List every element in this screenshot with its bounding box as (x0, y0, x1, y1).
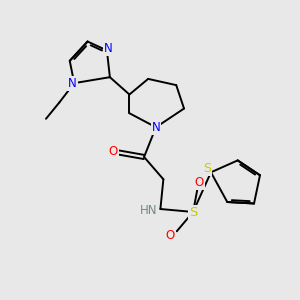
Text: HN: HN (140, 204, 158, 217)
Text: N: N (104, 42, 113, 56)
Text: S: S (203, 162, 211, 175)
Text: N: N (68, 76, 77, 90)
Text: O: O (194, 176, 204, 189)
Text: N: N (152, 121, 160, 134)
Text: O: O (166, 229, 175, 242)
Text: O: O (109, 146, 118, 158)
Text: S: S (190, 206, 198, 219)
